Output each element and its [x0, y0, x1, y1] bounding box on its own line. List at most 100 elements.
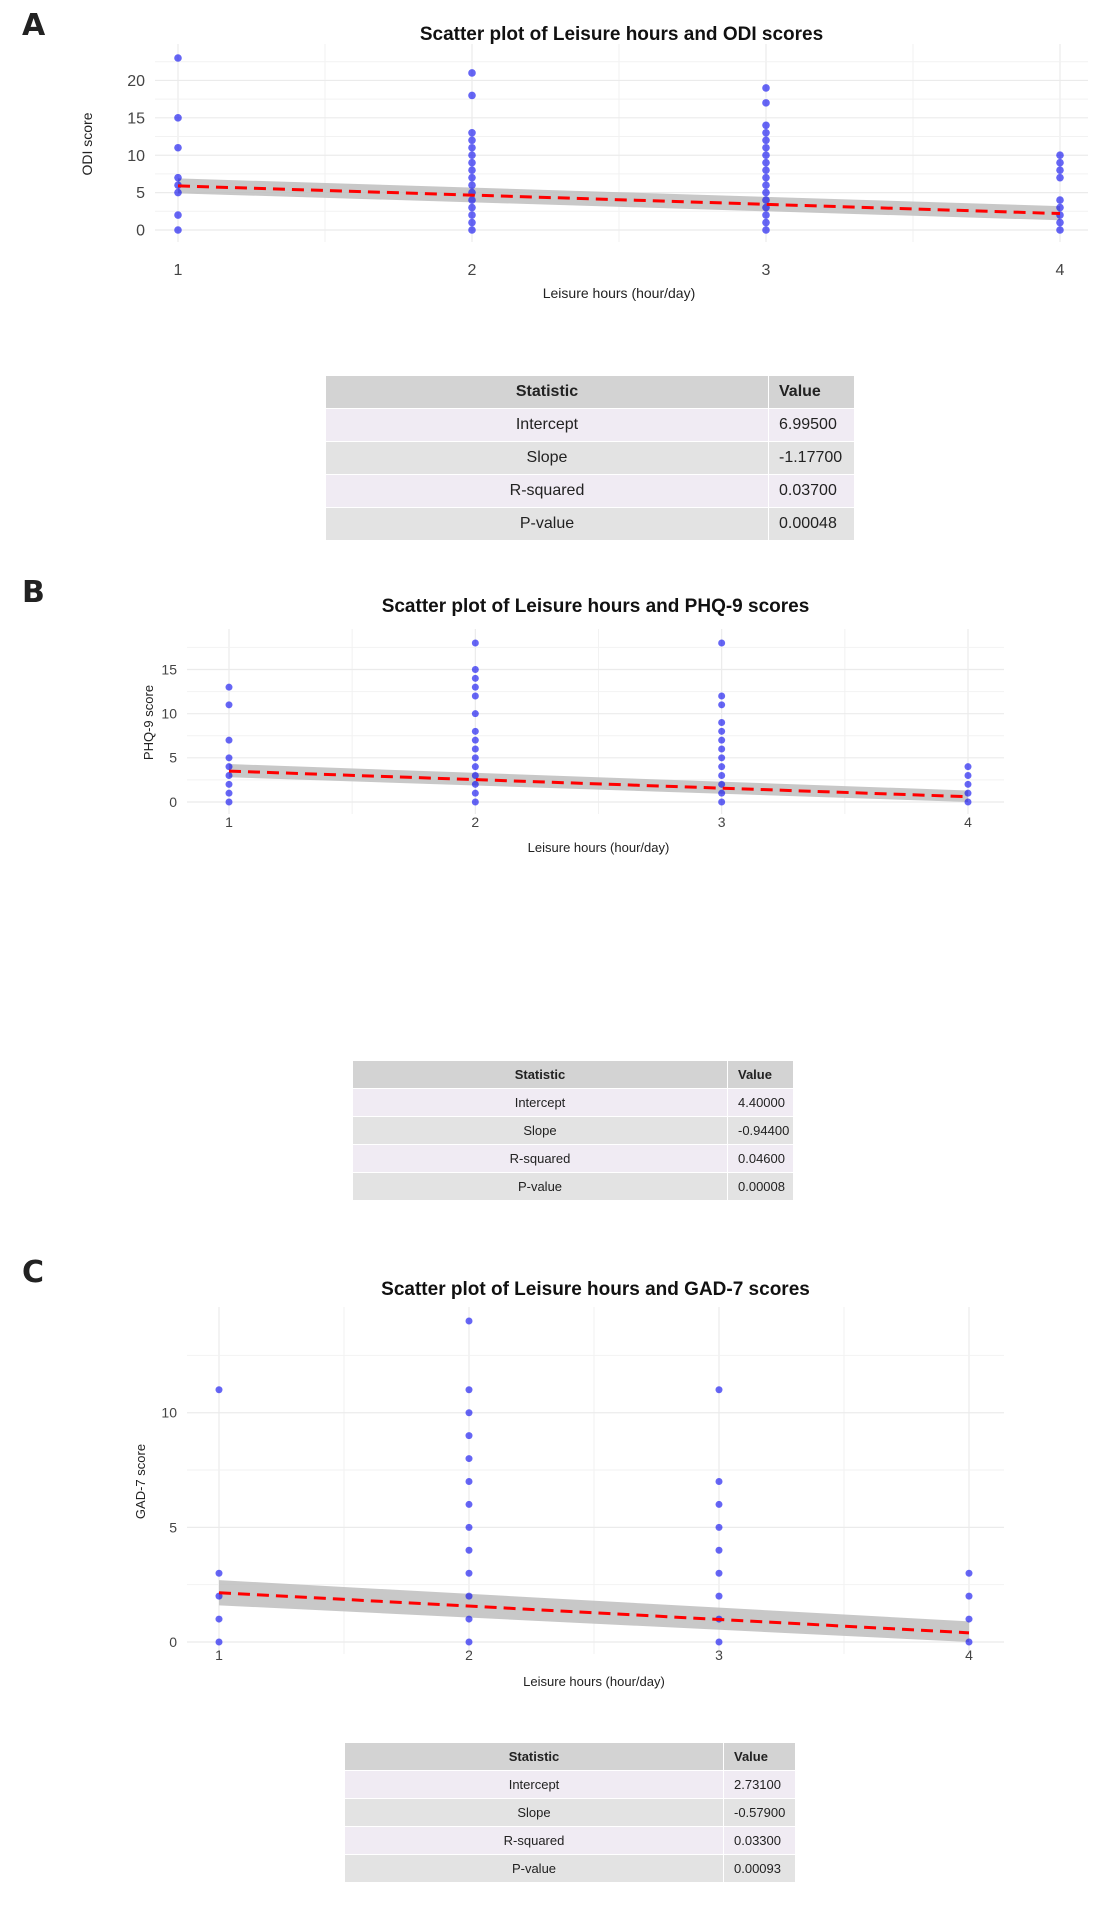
stats-row-value: -0.94400: [727, 1116, 794, 1145]
data-point: [468, 151, 476, 160]
data-point: [468, 128, 476, 137]
data-point: [468, 173, 476, 182]
data-point: [465, 1523, 473, 1531]
data-point: [964, 789, 972, 797]
data-point: [1056, 218, 1064, 227]
data-point: [718, 745, 726, 753]
data-point: [964, 798, 972, 806]
stats-row-value: 0.00008: [727, 1172, 794, 1201]
data-point: [225, 798, 233, 806]
data-point: [471, 745, 479, 753]
data-point: [465, 1386, 473, 1394]
panel-letter-c: C: [22, 1255, 45, 1290]
data-point: [174, 211, 182, 219]
data-point: [471, 789, 479, 797]
data-point: [465, 1455, 473, 1463]
panel-letter-a: A: [22, 8, 46, 43]
data-point: [715, 1500, 723, 1508]
scatter-points: [215, 1317, 973, 1646]
stats-row-value: 0.00048: [768, 507, 855, 541]
y-tick-label: 5: [169, 1519, 177, 1535]
regression-line: [177, 184, 1061, 216]
data-point: [762, 173, 770, 182]
data-point: [762, 211, 770, 219]
data-point: [718, 754, 726, 762]
data-point: [715, 1523, 723, 1531]
data-point: [215, 1638, 223, 1646]
x-axis-label: Leisure hours (hour/day): [523, 1674, 665, 1689]
data-point: [718, 727, 726, 735]
x-tick-label: 4: [965, 1647, 973, 1663]
x-tick-label: 1: [215, 1647, 223, 1663]
data-point: [225, 763, 233, 771]
data-point: [1056, 203, 1064, 212]
x-tick-label: 3: [718, 814, 726, 830]
data-point: [762, 136, 770, 145]
x-tick-label: 2: [471, 814, 479, 830]
data-point: [468, 203, 476, 212]
data-point: [471, 780, 479, 788]
scatter-points: [174, 54, 1064, 234]
data-point: [718, 701, 726, 709]
x-tick-label: 4: [1056, 262, 1065, 279]
data-point: [468, 136, 476, 145]
stats-header-value: Value: [723, 1742, 796, 1771]
data-point: [1056, 226, 1064, 234]
data-point: [471, 736, 479, 744]
data-point: [1056, 173, 1064, 182]
stats-row-value: 0.00093: [723, 1854, 796, 1883]
y-tick-label: 0: [169, 1634, 177, 1650]
data-point: [471, 666, 479, 673]
y-axis-label: GAD-7 score: [133, 1444, 148, 1519]
data-point: [965, 1638, 973, 1646]
panel-letter-b: B: [22, 575, 45, 610]
data-point: [1056, 196, 1064, 204]
data-point: [762, 143, 770, 152]
data-point: [471, 710, 479, 718]
data-point: [718, 639, 726, 647]
data-point: [465, 1638, 473, 1646]
data-point: [715, 1478, 723, 1485]
data-point: [468, 143, 476, 152]
y-tick-label: 0: [136, 223, 145, 240]
data-point: [174, 143, 182, 152]
chart-title: Scatter plot of Leisure hours and PHQ-9 …: [382, 596, 810, 617]
y-tick-label: 10: [161, 1405, 177, 1421]
stats-header-value: Value: [727, 1060, 794, 1089]
data-point: [465, 1432, 473, 1440]
stats-row-label: R-squared: [344, 1826, 724, 1855]
data-point: [468, 158, 476, 167]
data-point: [718, 692, 726, 700]
data-point: [174, 173, 182, 182]
stats-row-label: R-squared: [325, 474, 769, 508]
stats-row-label: Intercept: [325, 408, 769, 442]
x-tick-label: 1: [174, 262, 183, 279]
stats-row-value: 0.03300: [723, 1826, 796, 1855]
data-point: [471, 692, 479, 700]
y-tick-label: 15: [127, 110, 145, 127]
data-point: [715, 1592, 723, 1600]
stats-row-value: 0.03700: [768, 474, 855, 508]
stats-row-label: P-value: [344, 1854, 724, 1883]
data-point: [718, 789, 726, 797]
data-point: [174, 54, 182, 62]
x-tick-label: 3: [762, 262, 771, 279]
y-tick-label: 20: [127, 73, 145, 90]
stats-header-value: Value: [768, 375, 855, 409]
data-point: [174, 188, 182, 197]
data-point: [762, 188, 770, 197]
data-point: [468, 166, 476, 174]
odi-scatter-chart: Scatter plot of Leisure hours and ODI sc…: [79, 24, 1088, 301]
data-point: [465, 1592, 473, 1600]
data-point: [465, 1546, 473, 1554]
data-point: [762, 121, 770, 130]
data-point: [762, 128, 770, 137]
x-axis-label: Leisure hours (hour/day): [543, 285, 696, 301]
y-axis-label: ODI score: [79, 112, 95, 175]
data-point: [715, 1546, 723, 1554]
data-point: [762, 151, 770, 160]
stats-row-label: Slope: [344, 1798, 724, 1827]
gad7-scatter-chart: Scatter plot of Leisure hours and GAD-7 …: [133, 1279, 1004, 1689]
scatter-points: [225, 639, 972, 806]
data-point: [718, 772, 726, 779]
